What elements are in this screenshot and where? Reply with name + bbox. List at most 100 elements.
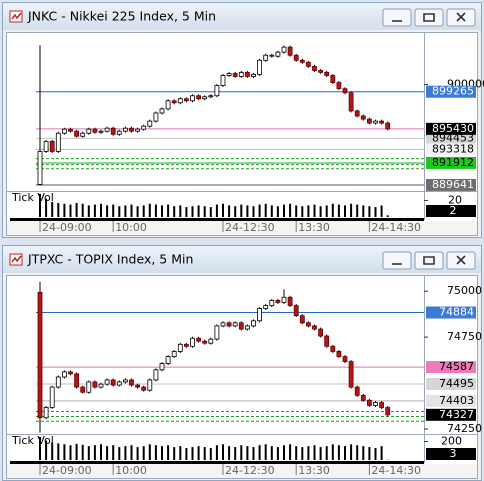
volume-bar (197, 446, 200, 460)
volume-bar (51, 442, 54, 460)
candle-body (116, 130, 122, 135)
candle-body (305, 61, 311, 67)
volume-bar (258, 445, 261, 460)
candle-body (202, 96, 208, 100)
candle-body (342, 88, 348, 94)
volume-bar (380, 205, 383, 217)
time-axis-strip (7, 221, 477, 235)
volume-bar (167, 204, 170, 217)
candle-body (49, 140, 55, 152)
volume-bar (362, 205, 365, 217)
last-volume-bg (426, 448, 476, 460)
restore-button-glyph[interactable] (423, 256, 435, 265)
y-tick-label: 74750 (447, 330, 482, 343)
time-axis-strip (7, 464, 477, 478)
volume-bar (264, 203, 267, 217)
y-tick-label: 74250 (447, 422, 482, 435)
restore-button-face[interactable] (414, 8, 444, 27)
volume-bar (63, 203, 66, 217)
volume-label: Tick Vol (11, 434, 54, 447)
restore-button[interactable] (414, 8, 444, 27)
candle-body (171, 351, 177, 358)
candle-body (165, 100, 171, 110)
candle-body (220, 75, 226, 86)
volume-bar (87, 205, 90, 217)
minimize-button[interactable] (382, 8, 412, 27)
volume-bar (209, 207, 212, 217)
level-label-bg (426, 306, 476, 319)
candle-body (263, 305, 269, 309)
candle-body (238, 71, 244, 77)
volume-bar (319, 206, 322, 217)
candle-body (104, 379, 110, 385)
volume-bar (234, 447, 237, 460)
volume-bar (374, 448, 377, 460)
candle-body (366, 399, 372, 406)
last-price-label: 895430 (432, 122, 474, 135)
volume-bar (179, 205, 182, 217)
volume-bar (319, 447, 322, 460)
volume-bar (374, 207, 377, 217)
x-tick-label: 10:00 (115, 464, 147, 477)
volume-bar (191, 447, 194, 460)
volume-tick-label: 200 (441, 435, 462, 448)
candle-body (379, 402, 385, 408)
candle-body (214, 85, 220, 97)
candle-body (366, 118, 372, 124)
x-tick-label: 24-09:00 (42, 464, 92, 477)
volume-bar (289, 444, 292, 460)
candle-body (354, 110, 360, 117)
candle-body (183, 98, 189, 102)
candle-body (379, 120, 385, 124)
candle-body (348, 361, 354, 388)
close-button[interactable] (446, 8, 476, 27)
last-volume-label: 3 (450, 447, 457, 460)
x-tick-label: 24-14:30 (371, 221, 421, 234)
minimize-button-face[interactable] (382, 8, 412, 27)
close-button-glyph[interactable] (456, 255, 466, 265)
candle-body (312, 325, 317, 330)
candle-body (232, 322, 238, 327)
candle-body (299, 59, 305, 63)
close-button[interactable] (446, 251, 476, 270)
level-label-bg (426, 178, 476, 191)
candle-body (37, 291, 43, 419)
candle-body (293, 305, 299, 317)
volume-bar (142, 446, 145, 460)
candle-body (269, 54, 275, 57)
close-button-glyph[interactable] (456, 12, 466, 22)
volume-bar (51, 202, 54, 217)
volume-bar (185, 448, 188, 460)
volume-bar (240, 445, 243, 460)
restore-button-glyph[interactable] (423, 13, 435, 22)
candle-body (275, 51, 281, 57)
candle-body (214, 325, 220, 340)
volume-bar (276, 447, 279, 460)
volume-bar (87, 446, 90, 460)
level-label: 899265 (432, 85, 474, 98)
restore-button[interactable] (414, 251, 444, 270)
candle-body (342, 356, 348, 362)
volume-bar (57, 202, 60, 217)
candle-body (257, 59, 263, 75)
volume-bar (283, 204, 285, 217)
level-label-bg (426, 361, 476, 374)
volume-bar (386, 215, 389, 217)
minimize-button[interactable] (382, 251, 412, 270)
restore-button-face[interactable] (414, 251, 444, 270)
level-label: 74403 (439, 394, 474, 407)
volume-bar (112, 445, 115, 460)
volume-bar (222, 203, 224, 217)
volume-bar (325, 446, 328, 460)
candle-body (183, 343, 189, 347)
candle-body (251, 320, 256, 327)
candle-body (153, 369, 159, 381)
level-label-bg (426, 377, 476, 390)
candle-body (287, 46, 293, 56)
volume-bar (142, 205, 145, 217)
minimize-button-face[interactable] (382, 251, 412, 270)
volume-bar (39, 436, 41, 460)
volume-bar (276, 206, 279, 217)
volume-bar (240, 204, 243, 217)
chart-area (6, 275, 478, 479)
